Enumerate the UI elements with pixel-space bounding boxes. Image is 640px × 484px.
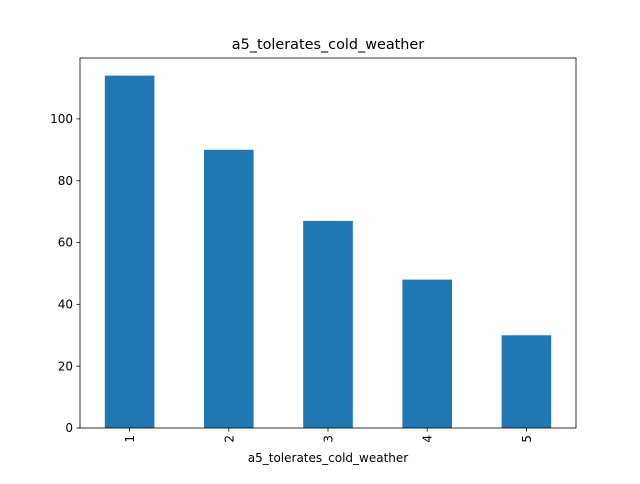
bar-2 xyxy=(204,149,254,428)
chart-title: a5_tolerates_cold_weather xyxy=(232,37,424,53)
y-axis: 0 20 40 60 80 100 xyxy=(50,112,80,435)
x-axis-label: a5_tolerates_cold_weather xyxy=(248,451,409,465)
x-tick-label-1: 1 xyxy=(123,435,137,443)
x-tick-label-2: 2 xyxy=(222,435,236,443)
bar-3 xyxy=(303,220,353,428)
y-tick-label-0: 0 xyxy=(65,421,73,435)
y-tick-label-80: 80 xyxy=(58,174,73,188)
bar-5 xyxy=(501,335,552,428)
y-tick-label-40: 40 xyxy=(58,298,73,312)
x-tick-label-5: 5 xyxy=(520,435,534,443)
bar-4 xyxy=(402,279,452,428)
y-tick-label-100: 100 xyxy=(50,112,73,126)
x-tick-label-3: 3 xyxy=(322,435,336,443)
x-axis: 1 2 3 4 5 xyxy=(123,428,534,443)
bar-1 xyxy=(104,75,155,428)
bars-layer xyxy=(104,75,552,428)
y-tick-label-20: 20 xyxy=(58,359,73,373)
x-tick-label-4: 4 xyxy=(421,435,435,443)
y-tick-label-60: 60 xyxy=(58,236,73,250)
